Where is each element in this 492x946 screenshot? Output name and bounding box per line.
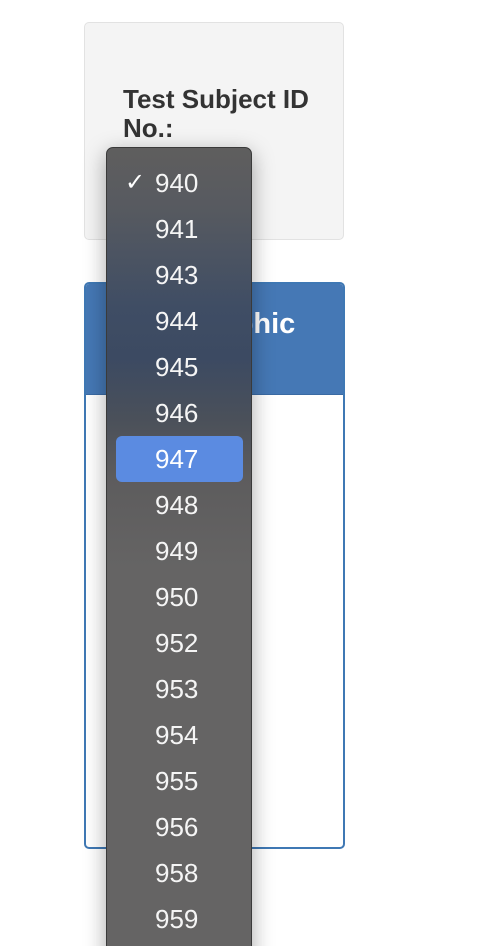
option-label: 943 bbox=[155, 260, 199, 290]
option-label: 959 bbox=[155, 904, 199, 934]
option-label: 945 bbox=[155, 352, 199, 382]
option-label: 949 bbox=[155, 536, 199, 566]
dropdown-option[interactable]: 944 bbox=[116, 298, 243, 344]
dropdown-option[interactable]: 956 bbox=[116, 804, 243, 850]
option-label: 941 bbox=[155, 214, 199, 244]
dropdown-option[interactable]: 948 bbox=[116, 482, 243, 528]
dropdown-option[interactable]: 958 bbox=[116, 850, 243, 896]
dropdown-option[interactable]: 946 bbox=[116, 390, 243, 436]
dropdown-option-highlighted[interactable]: 947 bbox=[116, 436, 243, 482]
subject-id-dropdown[interactable]: ✓ 940 941 943 944 945 946 947 948 949 95… bbox=[106, 147, 252, 946]
dropdown-option[interactable]: 953 bbox=[116, 666, 243, 712]
dropdown-option[interactable]: 943 bbox=[116, 252, 243, 298]
dropdown-option[interactable]: 949 bbox=[116, 528, 243, 574]
option-label: 956 bbox=[155, 812, 199, 842]
dropdown-option[interactable]: 945 bbox=[116, 344, 243, 390]
option-label: 947 bbox=[155, 444, 199, 474]
subject-id-label: Test Subject ID No.: bbox=[123, 84, 309, 143]
option-label: 954 bbox=[155, 720, 199, 750]
dropdown-option[interactable]: ✓ 940 bbox=[116, 160, 243, 206]
dropdown-option[interactable]: 955 bbox=[116, 758, 243, 804]
option-label: 958 bbox=[155, 858, 199, 888]
dropdown-option[interactable]: 954 bbox=[116, 712, 243, 758]
option-label: 944 bbox=[155, 306, 199, 336]
option-label: 953 bbox=[155, 674, 199, 704]
option-label: 950 bbox=[155, 582, 199, 612]
dropdown-option[interactable]: 952 bbox=[116, 620, 243, 666]
option-label: 952 bbox=[155, 628, 199, 658]
option-label: 940 bbox=[155, 168, 199, 198]
option-label: 948 bbox=[155, 490, 199, 520]
dropdown-option[interactable]: 950 bbox=[116, 574, 243, 620]
option-label: 955 bbox=[155, 766, 199, 796]
dropdown-option[interactable]: 959 bbox=[116, 896, 243, 942]
option-label: 946 bbox=[155, 398, 199, 428]
checkmark-icon: ✓ bbox=[125, 169, 146, 196]
dropdown-option[interactable]: 941 bbox=[116, 206, 243, 252]
